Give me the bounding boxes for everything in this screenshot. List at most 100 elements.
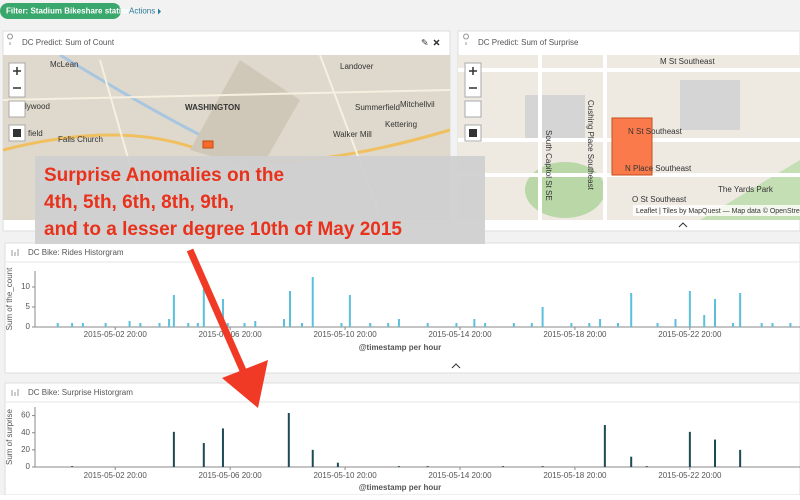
map-label: N St Southeast [628,127,683,136]
bar [287,413,290,467]
bar [202,289,205,327]
map-label: South Capitol St SE [544,130,553,201]
map-label: Kettering [385,120,417,129]
bar [202,443,205,467]
pin-icon [463,33,470,45]
x-tick-label: 2015-05-14 20:00 [428,471,492,480]
bar [731,323,734,327]
bar [570,323,573,327]
y-tick-label: 5 [26,302,31,311]
map-label: M St Southeast [660,57,715,66]
draw-icon [13,129,21,137]
edit-icon[interactable]: ✎ [421,37,429,47]
collapse-icon[interactable] [678,222,688,228]
bar [426,323,429,327]
close-icon[interactable] [433,39,440,46]
panel-title: DC Predict: Sum of Surprise [478,38,579,47]
bar [760,323,763,327]
bar [196,323,199,327]
x-tick-label: 2015-05-10 20:00 [313,330,377,339]
bar [739,449,742,467]
map-label: Landover [340,62,374,71]
map: M St Southeast N St Southeast N Place Sout… [458,55,800,220]
y-axis-title: Sum of the_count [5,267,14,330]
bar [541,466,544,467]
x-tick-label: 2015-05-22 20:00 [658,330,722,339]
annotation-line: and to a lesser degree 10th of May 2015 [44,219,402,240]
annotation-arrow [186,248,268,408]
bar [502,466,505,467]
bar [168,319,171,327]
panel-title: DC Bike: Surprise Historgram [28,388,133,397]
annotation-box [35,156,485,244]
actions-link[interactable]: Actions [129,7,155,16]
bar [688,291,691,327]
city-area [190,60,300,170]
station-marker [611,117,653,176]
panel-title: DC Predict: Sum of Count [22,38,115,47]
y-tick-label: 0 [26,462,31,471]
map-label: field [28,129,43,138]
bar [172,295,175,327]
chart-icon [11,389,19,396]
filter-pill[interactable] [0,3,121,19]
chart-icon [11,249,19,256]
bar [455,323,458,327]
bar [473,319,476,327]
annotation-line: Surprise Anomalies on the [44,165,284,186]
building [525,95,585,140]
bar [771,323,774,327]
x-axis-title: @timestamp per hour [359,483,441,492]
bar [56,323,59,327]
bar [128,321,131,327]
bar [588,323,591,327]
zoom-icons [13,67,21,89]
bar [71,323,74,327]
x-tick-label: 2015-05-14 20:00 [428,330,492,339]
bar [221,428,224,467]
bar [336,462,339,467]
pin-icon [7,33,14,45]
bar [656,323,659,327]
bar [603,425,606,467]
arrow-shaft [186,248,249,377]
building [680,80,740,130]
bar [340,323,343,327]
bar [397,319,400,327]
bar [397,466,400,467]
map-label: O St Southeast [632,195,687,204]
bar [104,323,107,327]
x-tick-label: 2015-05-02 20:00 [84,330,148,339]
filter-text[interactable]: Filter: Stadium Bikeshare station [6,7,131,16]
map-label: The Yards Park [718,185,774,194]
bar [172,431,175,467]
chart-panel [4,242,800,374]
x-tick-label: 2015-05-10 20:00 [313,471,377,480]
bar [81,323,84,327]
bar [158,323,161,327]
bar [387,323,390,327]
bar [71,466,74,467]
bar [289,291,291,327]
bar [688,431,691,467]
collapse-icon[interactable] [451,363,461,369]
fit-control[interactable] [464,100,482,118]
bar [599,319,602,327]
bar [530,323,533,327]
annotation-line: 4th, 5th, 6th, 8th, 9th, [44,192,234,213]
zoom-icons [469,67,477,89]
arrow-head [222,360,268,408]
bar [187,323,190,327]
bar [484,323,487,327]
map-label: Cushing Place Southeast [586,100,595,191]
station-marker [202,140,214,149]
bar [139,323,142,327]
bar [311,277,314,327]
bar [617,323,620,327]
fit-control[interactable] [8,100,26,118]
map-label: Summerfield [355,103,400,112]
attribution-bg [633,205,800,216]
bar [283,319,286,327]
bar [243,323,246,327]
